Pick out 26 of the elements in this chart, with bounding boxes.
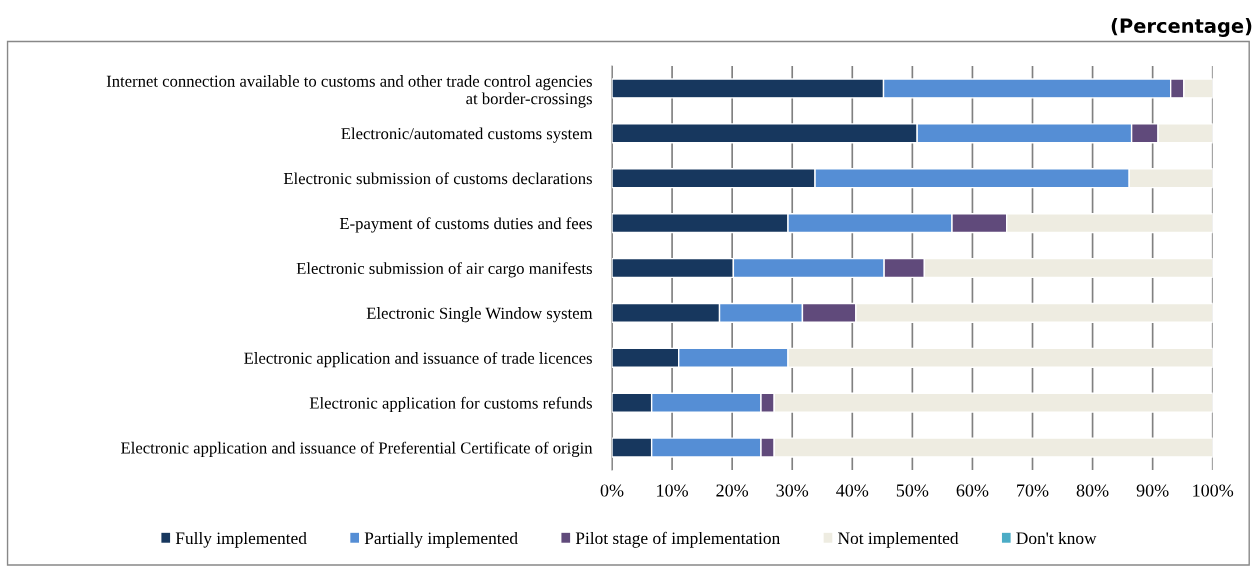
y-tick-label: Electronic application and issuance of Preferential Certificate of origin xyxy=(121,441,593,458)
x-tick-label: 10% xyxy=(657,484,689,497)
legend-label: Pilot stage of implementation xyxy=(575,531,780,548)
legend-label: Don't know xyxy=(1016,531,1097,545)
y-tick-label: Electronic/automated customs system xyxy=(341,127,593,143)
y-tick-label: Electronic application for customs refunds xyxy=(309,396,592,413)
x-tick-label: 70% xyxy=(1017,484,1049,497)
y-tick-label: Electronic Single Window system xyxy=(366,307,593,323)
x-tick-label: 90% xyxy=(1136,484,1169,497)
y-tick-label: Electronic submission of air cargo manifests xyxy=(296,262,592,278)
x-tick-label: 0% xyxy=(600,484,624,497)
legend-label: Partially implemented xyxy=(364,531,518,548)
x-tick-label: 20% xyxy=(716,484,749,497)
x-tick-label: 80% xyxy=(1076,484,1109,497)
x-tick-label: 30% xyxy=(776,484,809,497)
y-tick-label: Electronic submission of customs declarations xyxy=(283,172,592,185)
y-tick-label: Electronic application and issuance of trade licences xyxy=(244,351,592,368)
legend-label: Not implemented xyxy=(838,531,959,548)
x-tick-label: 60% xyxy=(956,484,989,497)
x-tick-label: 40% xyxy=(836,484,869,497)
legend-label: Fully implemented xyxy=(175,531,307,548)
x-tick-label: 100% xyxy=(1193,484,1234,497)
chart-title: (Percentage) xyxy=(1111,18,1252,37)
x-tick-label: 50% xyxy=(896,484,929,497)
y-tick-label: E-payment of customs duties and fees xyxy=(339,217,592,233)
y-tick-label: Internet connection available to customs and other trade control agencies at border-crossings xyxy=(106,75,592,108)
